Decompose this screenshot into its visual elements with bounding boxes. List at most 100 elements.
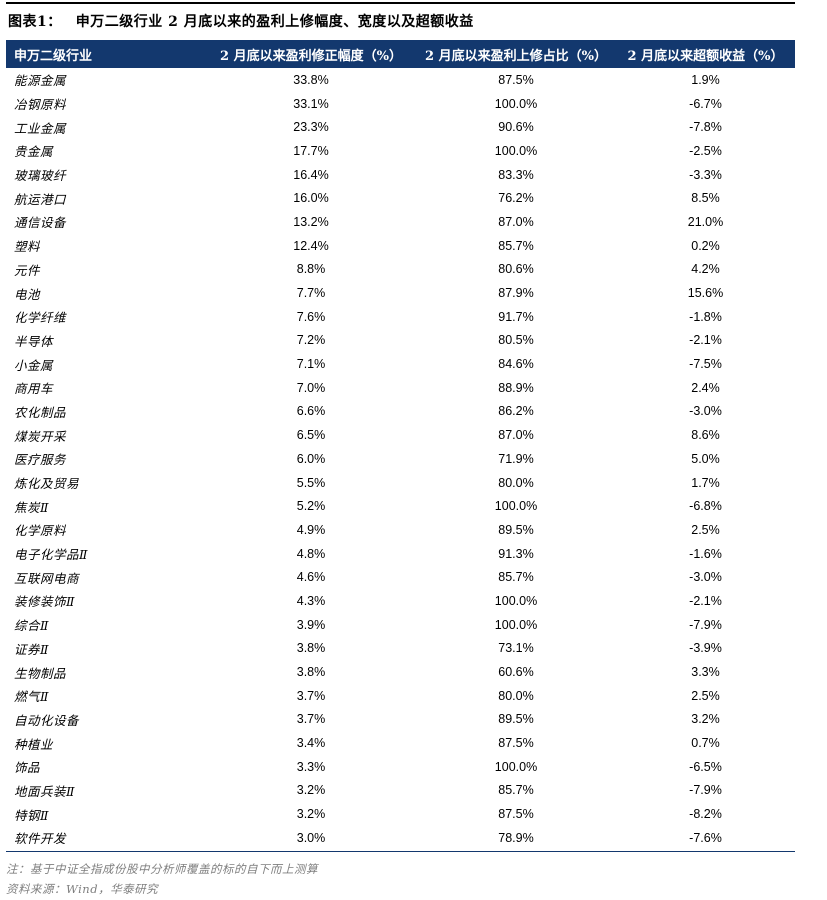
cell-upgrade-ratio: 71.9% — [498, 451, 534, 466]
cell-excess-return: 8.6% — [691, 428, 720, 443]
cell-excess-return: 2.5% — [691, 522, 720, 537]
cell-revision-magnitude: 3.3% — [296, 759, 326, 774]
cell-revision-magnitude: 4.3% — [296, 593, 326, 608]
cell-excess-return: 2.4% — [691, 380, 720, 395]
cell-revision-magnitude: 6.0% — [296, 451, 326, 466]
cell-upgrade-ratio: 87.5% — [498, 72, 534, 87]
table-row: 化学纤维 7.6% 91.7% -1.8% — [6, 305, 795, 329]
table-row: 证券Ⅱ 3.8% 73.1% -3.9% — [6, 637, 795, 661]
cell-industry-name: 地面兵装Ⅱ — [14, 783, 75, 799]
cell-revision-magnitude: 33.1% — [293, 96, 329, 111]
table-row: 生物制品 3.8% 60.6% 3.3% — [6, 660, 795, 684]
table-row: 煤炭开采 6.5% 87.0% 8.6% — [6, 423, 795, 447]
table-header-row: 申万二级行业 2 月底以来盈利修正幅度（%） 2 月底以来盈利上修占比（%） 2… — [6, 40, 795, 68]
cell-industry-name: 生物制品 — [14, 665, 67, 681]
table-row: 化学原料 4.9% 89.5% 2.5% — [6, 518, 795, 542]
cell-excess-return: 1.9% — [691, 72, 720, 87]
table-row: 电池 7.7% 87.9% 15.6% — [6, 281, 795, 305]
cell-upgrade-ratio: 87.9% — [498, 286, 534, 301]
table-row: 燃气Ⅱ 3.7% 80.0% 2.5% — [6, 684, 795, 708]
cell-revision-magnitude: 5.5% — [296, 475, 326, 490]
cell-excess-return: -7.9% — [689, 783, 722, 798]
cell-upgrade-ratio: 85.7% — [498, 238, 534, 253]
cell-upgrade-ratio: 80.6% — [498, 262, 534, 277]
cell-industry-name: 能源金属 — [14, 73, 67, 89]
cell-upgrade-ratio: 87.0% — [498, 428, 534, 443]
cell-upgrade-ratio: 91.7% — [498, 309, 534, 324]
cell-excess-return: 3.2% — [691, 712, 720, 727]
cell-revision-magnitude: 3.2% — [296, 783, 326, 798]
cell-upgrade-ratio: 87.5% — [498, 736, 534, 751]
cell-excess-return: -3.0% — [689, 404, 722, 419]
table-row: 贵金属 17.7% 100.0% -2.5% — [6, 139, 795, 163]
cell-revision-magnitude: 3.8% — [296, 665, 326, 680]
cell-revision-magnitude: 3.4% — [296, 736, 326, 751]
cell-industry-name: 种植业 — [14, 736, 54, 752]
cell-upgrade-ratio: 89.5% — [498, 712, 534, 727]
cell-excess-return: -2.5% — [689, 143, 722, 158]
cell-upgrade-ratio: 84.6% — [498, 357, 534, 372]
cell-excess-return: 15.6% — [687, 286, 724, 301]
cell-industry-name: 饰品 — [14, 760, 41, 776]
table-row: 软件开发 3.0% 78.9% -7.6% — [6, 826, 795, 850]
cell-excess-return: -1.6% — [689, 546, 722, 561]
cell-upgrade-ratio: 100.0% — [494, 593, 538, 608]
cell-excess-return: 1.7% — [691, 475, 720, 490]
footnote-methodology: 注：基于中证全指成份股中分析师覆盖的标的自下而上测算 — [6, 861, 318, 876]
cell-industry-name: 贵金属 — [14, 144, 54, 160]
figure-exhibit-1: 图表1： 申万二级行业 2 月底以来的盈利上修幅度、宽度以及超额收益 申万二级行… — [6, 2, 795, 899]
cell-revision-magnitude: 3.8% — [296, 641, 326, 656]
cell-industry-name: 医疗服务 — [14, 452, 67, 468]
cell-industry-name: 证券Ⅱ — [14, 641, 49, 657]
cell-excess-return: -2.1% — [689, 333, 722, 348]
cell-revision-magnitude: 23.3% — [293, 120, 329, 135]
cell-industry-name: 特钢Ⅱ — [14, 807, 49, 823]
cell-upgrade-ratio: 83.3% — [498, 167, 534, 182]
column-header-revision-magnitude: 2 月底以来盈利修正幅度（%） — [220, 48, 402, 64]
cell-upgrade-ratio: 85.7% — [498, 570, 534, 585]
table-row: 小金属 7.1% 84.6% -7.5% — [6, 352, 795, 376]
cell-excess-return: 0.2% — [691, 238, 720, 253]
cell-upgrade-ratio: 89.5% — [498, 522, 534, 537]
table-row: 特钢Ⅱ 3.2% 87.5% -8.2% — [6, 802, 795, 826]
cell-revision-magnitude: 4.9% — [296, 522, 326, 537]
table-row: 互联网电商 4.6% 85.7% -3.0% — [6, 565, 795, 589]
cell-excess-return: 3.3% — [691, 665, 720, 680]
cell-revision-magnitude: 17.7% — [293, 143, 329, 158]
cell-revision-magnitude: 7.6% — [296, 309, 326, 324]
cell-revision-magnitude: 6.6% — [296, 404, 326, 419]
cell-industry-name: 玻璃玻纤 — [14, 168, 67, 184]
cell-upgrade-ratio: 60.6% — [498, 665, 534, 680]
footnote-source: 资料来源：Wind，华泰研究 — [6, 881, 159, 896]
table-row: 能源金属 33.8% 87.5% 1.9% — [6, 68, 795, 92]
cell-upgrade-ratio: 91.3% — [498, 546, 534, 561]
cell-industry-name: 塑料 — [14, 239, 41, 255]
table-row: 冶钢原料 33.1% 100.0% -6.7% — [6, 92, 795, 116]
cell-revision-magnitude: 3.2% — [296, 807, 326, 822]
table-body: 能源金属 33.8% 87.5% 1.9% 冶钢原料 33.1% 100.0% … — [6, 68, 795, 850]
cell-excess-return: -7.8% — [689, 120, 722, 135]
cell-industry-name: 半导体 — [14, 333, 54, 349]
cell-industry-name: 炼化及贸易 — [14, 476, 80, 492]
cell-industry-name: 农化制品 — [14, 404, 67, 420]
table-row: 塑料 12.4% 85.7% 0.2% — [6, 234, 795, 258]
cell-upgrade-ratio: 87.5% — [498, 807, 534, 822]
cell-industry-name: 综合Ⅱ — [14, 618, 49, 634]
table-row: 玻璃玻纤 16.4% 83.3% -3.3% — [6, 163, 795, 187]
cell-excess-return: -7.9% — [689, 617, 722, 632]
figure-label: 图表1： — [8, 14, 62, 30]
table-row: 通信设备 13.2% 87.0% 21.0% — [6, 210, 795, 234]
cell-revision-magnitude: 8.8% — [296, 262, 326, 277]
table-row: 装修装饰Ⅱ 4.3% 100.0% -2.1% — [6, 589, 795, 613]
cell-revision-magnitude: 6.5% — [296, 428, 326, 443]
cell-industry-name: 电池 — [14, 286, 41, 302]
table-row: 地面兵装Ⅱ 3.2% 85.7% -7.9% — [6, 779, 795, 803]
table-row: 炼化及贸易 5.5% 80.0% 1.7% — [6, 471, 795, 495]
cell-industry-name: 小金属 — [14, 357, 54, 373]
cell-revision-magnitude: 12.4% — [293, 238, 329, 253]
cell-excess-return: -3.9% — [689, 641, 722, 656]
cell-excess-return: -8.2% — [689, 807, 722, 822]
table-row: 饰品 3.3% 100.0% -6.5% — [6, 755, 795, 779]
cell-excess-return: -3.3% — [689, 167, 722, 182]
cell-industry-name: 燃气Ⅱ — [14, 689, 49, 705]
